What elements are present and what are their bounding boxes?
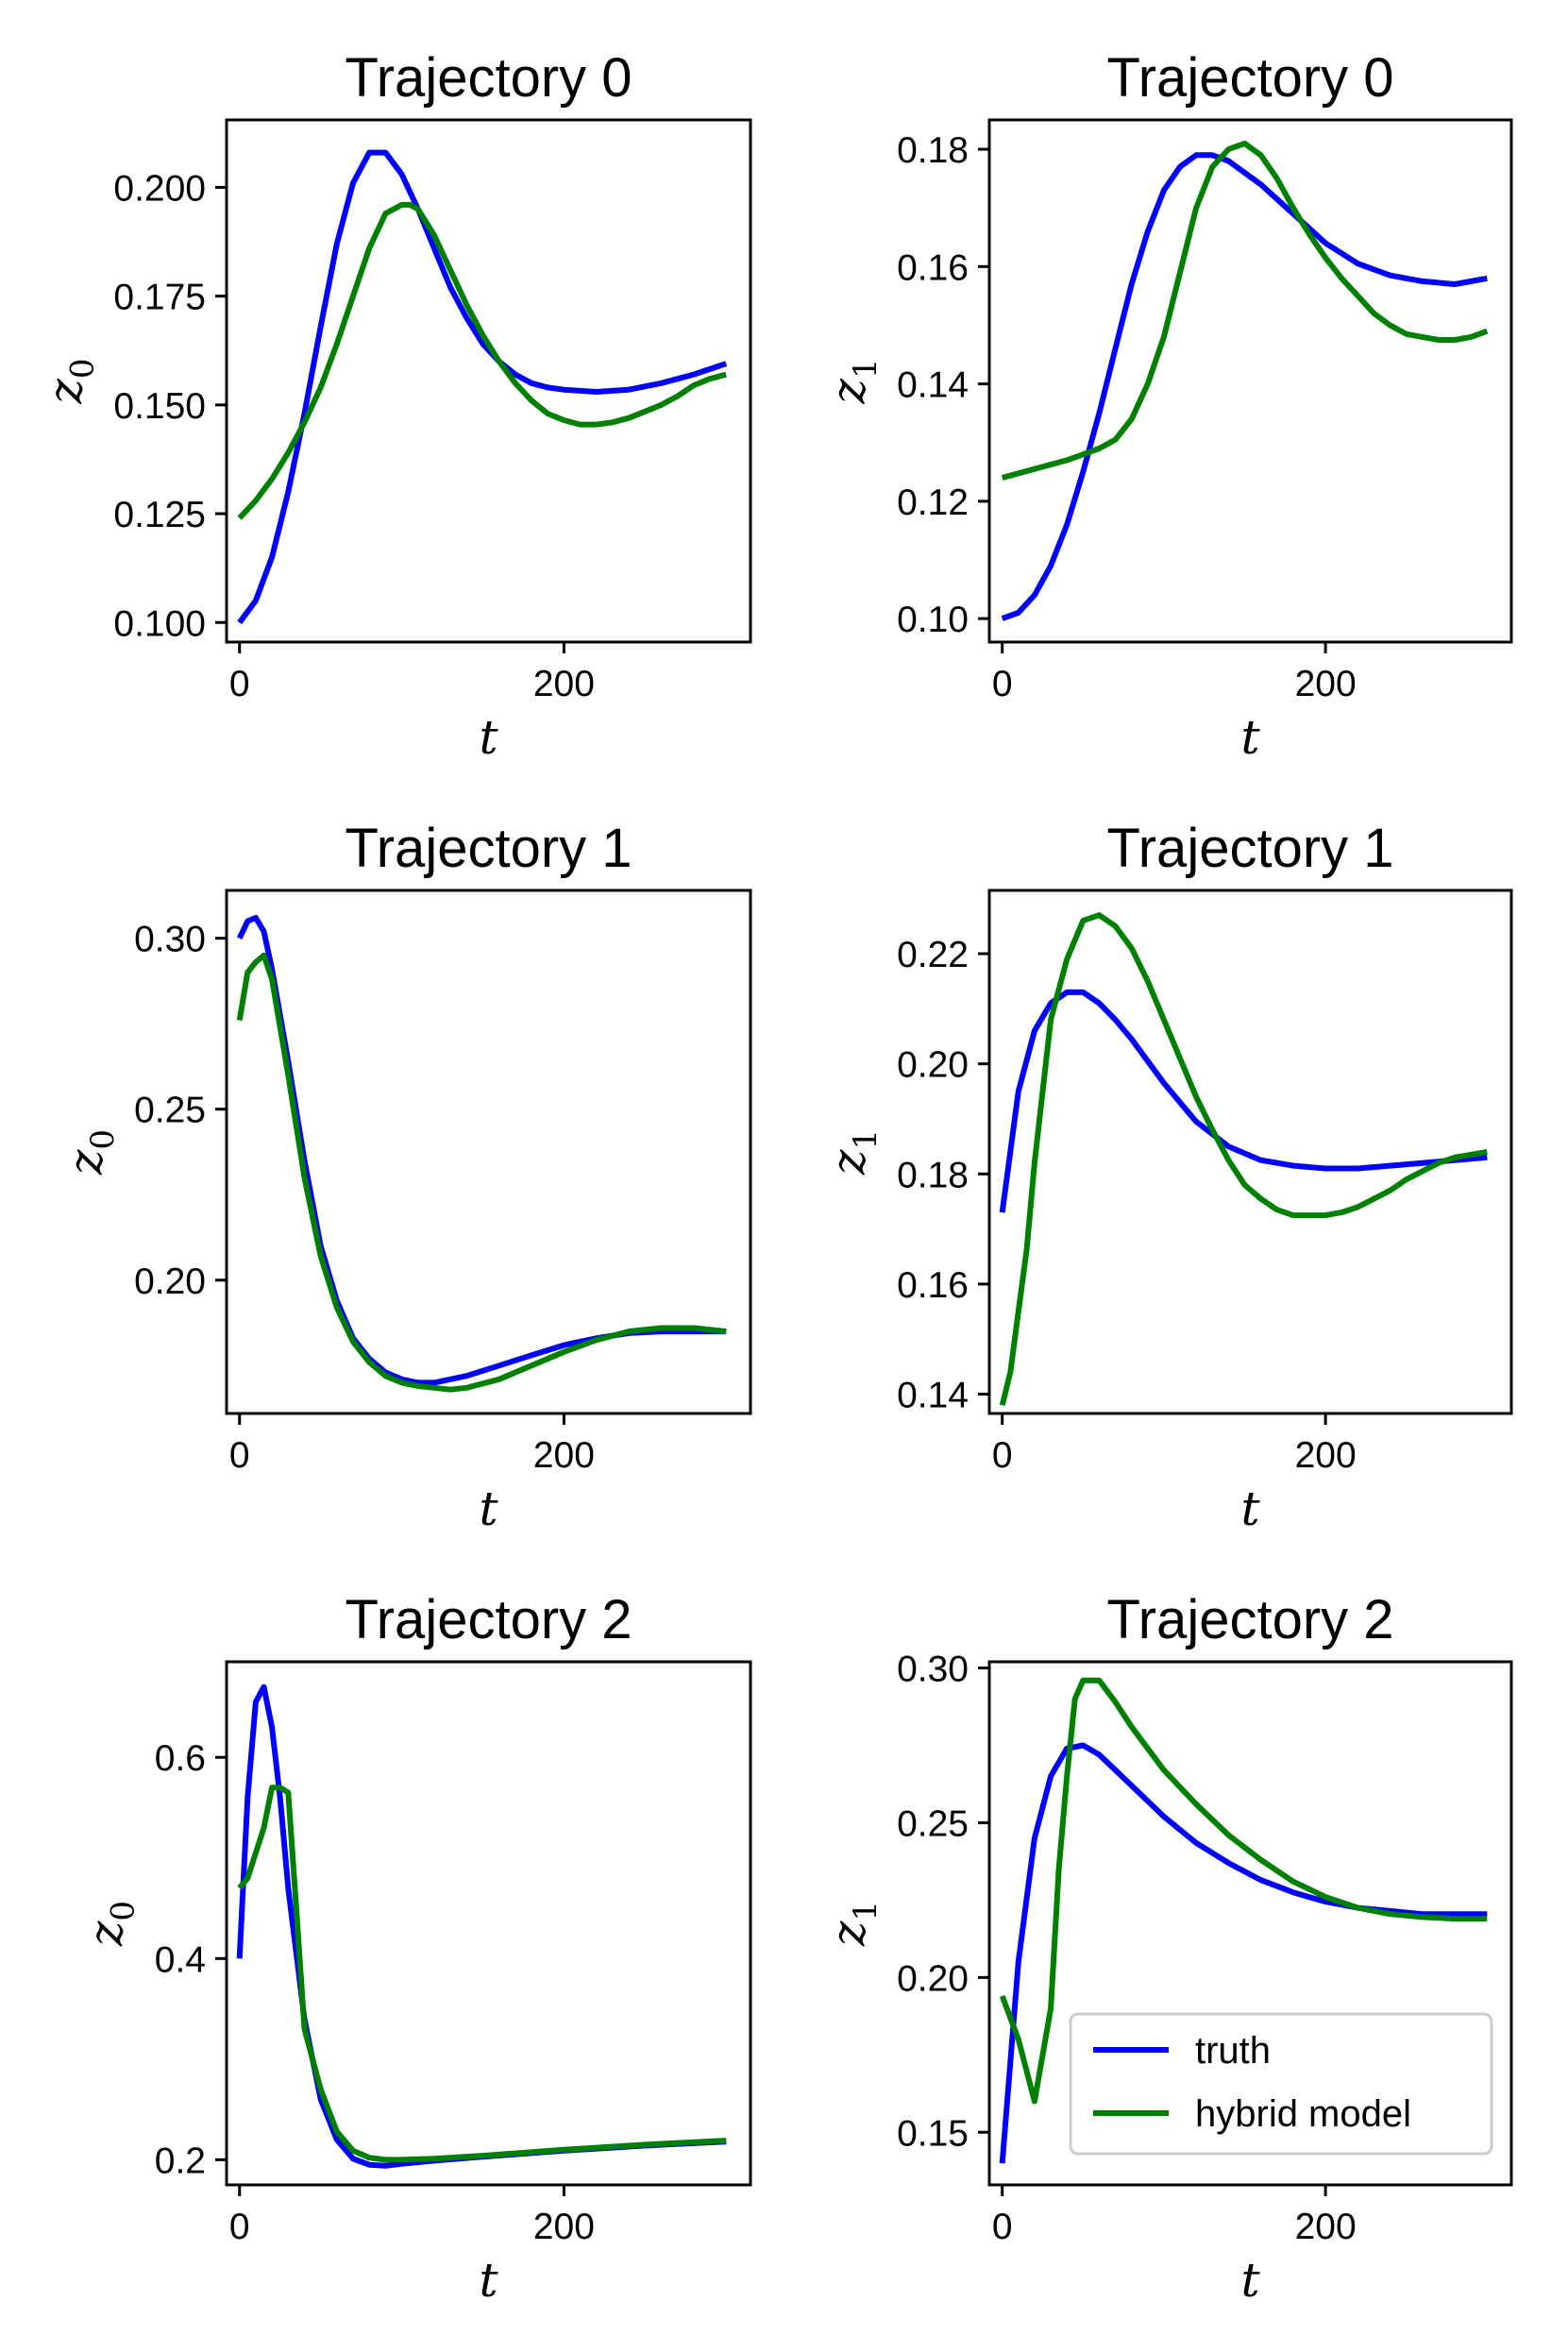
y-tick-label: 0.10 (897, 600, 969, 640)
subplot-3: Trajectory 1 0 200 0.14 0.16 0.18 0.20 0.22 t z1 (821, 818, 1513, 1536)
y-axis-label-subscript: 1 (847, 1901, 885, 1921)
x-axis-label: t (479, 710, 498, 765)
y-tick-label: 0.125 (113, 495, 206, 535)
x-tick-label: 0 (992, 2207, 1013, 2247)
y-tick-label: 0.20 (897, 1045, 969, 1086)
legend-label: truth (1195, 2030, 1271, 2072)
plot-frame (987, 118, 1513, 644)
x-tick-label: 0 (229, 664, 250, 704)
y-axis-label-subscript: 1 (847, 1129, 885, 1150)
x-tick-label: 200 (1295, 664, 1357, 704)
legend-label: hybrid model (1195, 2093, 1411, 2135)
series-line-hybrid-model (999, 912, 1488, 1407)
y-tick-label: 0.4 (155, 1939, 206, 1980)
subplot-5: Trajectory 2 0 200 0.15 0.20 0.25 0.30 t z1 truth… (821, 1589, 1513, 2308)
y-tick-label: 0.20 (897, 1958, 969, 1999)
y-axis-label-base: z (59, 1149, 113, 1176)
y-axis-label: z0 (39, 359, 102, 405)
chart-title: Trajectory 0 (345, 47, 632, 109)
y-axis-label-base: z (821, 1149, 876, 1176)
series-line-hybrid-model (237, 1785, 727, 2163)
y-tick-label: 0.6 (155, 1738, 206, 1779)
series-line-hybrid-model (237, 201, 727, 520)
y-tick-label: 0.150 (113, 386, 206, 427)
legend: truth hybrid model (1069, 2012, 1493, 2156)
y-axis-label-subscript: 0 (84, 1129, 122, 1150)
x-tick-label: 200 (1295, 1435, 1357, 1476)
y-tick-label: 0.16 (897, 1265, 969, 1306)
x-tick-label: 200 (533, 1435, 595, 1476)
plot-frame (225, 888, 752, 1415)
series-line-hybrid-model (236, 952, 727, 1393)
series-line-hybrid-model (1001, 140, 1489, 481)
y-tick-label: 0.22 (897, 935, 969, 975)
series-line-hybrid-model (999, 1677, 1488, 2105)
y-tick-label: 0.25 (897, 1803, 969, 1844)
x-axis-label: t (479, 2253, 498, 2308)
x-tick-label: 200 (1295, 2207, 1357, 2247)
y-tick-label: 0.14 (897, 365, 969, 406)
series-line-truth (999, 989, 1488, 1213)
series-line-truth (1001, 152, 1488, 621)
y-axis-label-base: z (821, 1921, 876, 1947)
x-tick-label: 0 (992, 664, 1013, 704)
x-axis-label: t (1240, 2253, 1260, 2308)
chart-title: Trajectory 1 (1106, 818, 1393, 879)
y-axis-label-base: z (821, 378, 876, 404)
series-line-truth (237, 149, 728, 625)
y-tick-label: 0.16 (897, 247, 969, 288)
y-axis-label-subscript: 1 (847, 359, 885, 380)
x-tick-label: 0 (992, 1435, 1013, 1476)
y-tick-label: 0.200 (113, 168, 206, 209)
x-tick-label: 200 (533, 664, 595, 704)
y-tick-label: 0.100 (113, 603, 206, 644)
x-tick-label: 0 (229, 2207, 250, 2247)
y-tick-label: 0.18 (897, 130, 969, 171)
x-tick-label: 200 (533, 2207, 595, 2247)
plot-frame (987, 1660, 1513, 2187)
chart-title: Trajectory 2 (345, 1589, 632, 1650)
y-tick-label: 0.30 (134, 920, 206, 960)
chart-title: Trajectory 0 (1106, 47, 1393, 109)
y-axis-label: z1 (821, 1129, 885, 1176)
y-tick-label: 0.2 (155, 2140, 206, 2181)
x-axis-label: t (479, 1481, 498, 1536)
chart-title: Trajectory 1 (345, 818, 632, 879)
y-axis-label: z1 (821, 1901, 885, 1947)
y-tick-label: 0.15 (897, 2113, 969, 2154)
plot-frame (225, 118, 752, 644)
y-tick-label: 0.30 (897, 1650, 969, 1690)
series-line-truth (236, 1684, 727, 2169)
y-tick-label: 0.12 (897, 482, 969, 523)
y-axis-label-subscript: 0 (105, 1901, 143, 1921)
y-tick-label: 0.18 (897, 1155, 969, 1195)
subplot-0: Trajectory 0 0 200 0.100 0.125 0.150 0.175 0.20… (39, 47, 752, 765)
y-axis-label: z1 (821, 359, 885, 405)
y-axis-label-base: z (79, 1921, 134, 1947)
y-axis-label-subscript: 0 (64, 359, 102, 380)
subplot-1: Trajectory 0 0 200 0.10 0.12 0.14 0.16 0.18 t z1 (821, 47, 1513, 765)
chart-title: Trajectory 2 (1106, 1589, 1393, 1650)
plot-frame (987, 888, 1513, 1415)
y-axis-label: z0 (59, 1129, 122, 1176)
x-axis-label: t (1240, 1481, 1260, 1536)
y-tick-label: 0.25 (134, 1091, 206, 1131)
x-tick-label: 0 (229, 1435, 250, 1476)
plot-frame (225, 1660, 752, 2187)
x-axis-label: t (1240, 710, 1260, 765)
y-tick-label: 0.175 (113, 278, 206, 318)
y-axis-label: z0 (79, 1901, 143, 1947)
series-line-truth (236, 915, 727, 1386)
y-axis-label-base: z (39, 378, 93, 404)
legend-box (1069, 2012, 1493, 2156)
y-tick-label: 0.20 (134, 1261, 206, 1302)
y-tick-label: 0.14 (897, 1376, 969, 1416)
